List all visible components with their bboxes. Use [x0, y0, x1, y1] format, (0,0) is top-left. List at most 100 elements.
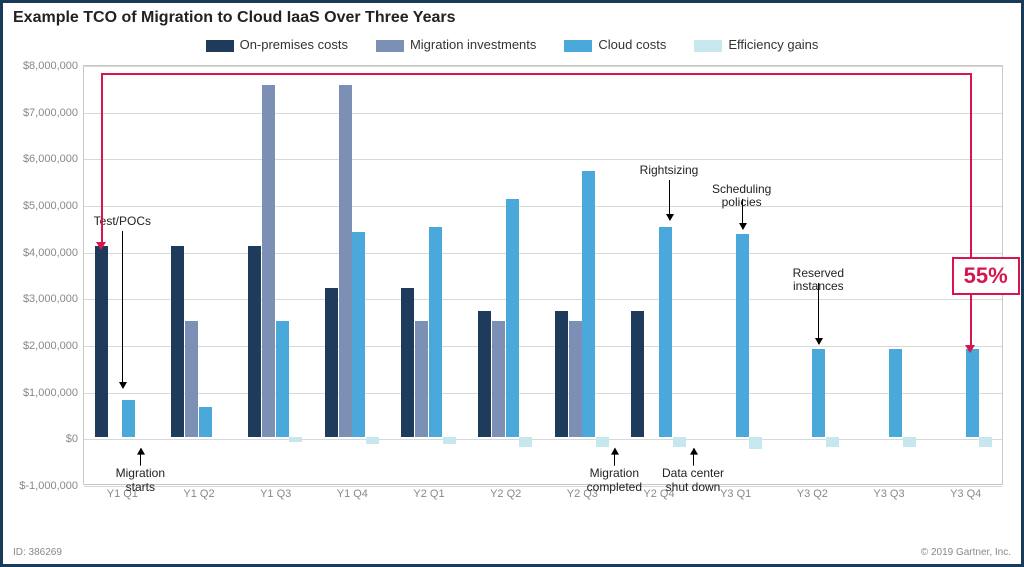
y-axis-label: $-1,000,000	[19, 480, 78, 492]
legend-label: Migration investments	[410, 37, 536, 52]
bar	[248, 246, 261, 437]
legend-swatch	[376, 40, 404, 52]
gridline	[84, 346, 1002, 347]
x-axis-label: Y3 Q1	[720, 488, 751, 500]
bar	[582, 171, 595, 437]
annotation-arrow	[693, 449, 694, 466]
bar	[492, 321, 505, 438]
legend-item: Efficiency gains	[694, 37, 818, 52]
gridline	[84, 113, 1002, 114]
bar	[736, 234, 749, 437]
legend: On-premises costs Migration investments Cl…	[3, 37, 1021, 52]
bar	[429, 227, 442, 437]
legend-swatch	[694, 40, 722, 52]
gridline	[84, 66, 1002, 67]
legend-swatch	[206, 40, 234, 52]
y-axis-label: $0	[66, 433, 78, 445]
bar	[339, 85, 352, 437]
bar	[826, 437, 839, 446]
callout-bracket	[970, 73, 972, 345]
x-axis-label: Y1 Q3	[260, 488, 291, 500]
x-axis-label: Y3 Q3	[873, 488, 904, 500]
bar	[966, 349, 979, 438]
bar	[366, 437, 379, 444]
x-axis-label: Y1 Q2	[183, 488, 214, 500]
gridline	[84, 159, 1002, 160]
bar	[199, 407, 212, 437]
callout-arrowhead	[96, 242, 106, 250]
footer-id: ID: 386269	[13, 547, 62, 558]
bar	[903, 437, 916, 446]
callout-arrowhead	[965, 345, 975, 353]
bar	[749, 437, 762, 449]
bar	[185, 321, 198, 438]
y-axis-label: $3,000,000	[23, 293, 78, 305]
bar	[95, 246, 108, 437]
gridline	[84, 486, 1002, 487]
annotation-arrow	[122, 231, 123, 388]
bar	[555, 311, 568, 437]
plot-area: $-1,000,000$0$1,000,000$2,000,000$3,000,…	[83, 65, 1003, 485]
annotation-label: Data centershut down	[662, 467, 724, 495]
gridline	[84, 299, 1002, 300]
y-axis-label: $4,000,000	[23, 247, 78, 259]
x-axis-label: Y2 Q1	[413, 488, 444, 500]
annotation-label: Migrationstarts	[116, 467, 165, 495]
bar	[569, 321, 582, 438]
bar	[352, 232, 365, 437]
bar	[519, 437, 532, 446]
legend-label: On-premises costs	[240, 37, 348, 52]
annotation-arrow	[614, 449, 615, 466]
chart-title: Example TCO of Migration to Cloud IaaS O…	[13, 9, 455, 27]
bar	[122, 400, 135, 437]
bar	[171, 246, 184, 437]
legend-label: Cloud costs	[598, 37, 666, 52]
annotation-arrow	[140, 449, 141, 466]
callout-value: 55%	[952, 257, 1020, 295]
bar	[596, 437, 609, 446]
callout-bracket	[101, 73, 969, 75]
bar	[659, 227, 672, 437]
bar	[979, 437, 992, 446]
bar	[325, 288, 338, 437]
gridline	[84, 439, 1002, 440]
callout-bracket	[101, 73, 103, 242]
legend-swatch	[564, 40, 592, 52]
legend-item: Cloud costs	[564, 37, 666, 52]
y-axis-label: $6,000,000	[23, 153, 78, 165]
bar	[478, 311, 491, 437]
annotation-label: Rightsizing	[640, 164, 699, 178]
gridline	[84, 393, 1002, 394]
x-axis-label: Y2 Q2	[490, 488, 521, 500]
x-axis-label: Y1 Q4	[337, 488, 368, 500]
y-axis-label: $5,000,000	[23, 200, 78, 212]
bar	[673, 437, 686, 446]
y-axis-label: $8,000,000	[23, 60, 78, 72]
bar	[889, 349, 902, 438]
annotation-label: Migrationcompleted	[587, 467, 642, 495]
chart-container: Example TCO of Migration to Cloud IaaS O…	[0, 0, 1024, 567]
x-axis-label: Y3 Q4	[950, 488, 981, 500]
y-axis-label: $1,000,000	[23, 387, 78, 399]
bar	[631, 311, 644, 437]
y-axis-label: $7,000,000	[23, 107, 78, 119]
x-axis-label: Y3 Q2	[797, 488, 828, 500]
bar	[401, 288, 414, 437]
legend-item: Migration investments	[376, 37, 536, 52]
annotation-arrow	[742, 199, 743, 230]
bar	[443, 437, 456, 444]
legend-item: On-premises costs	[206, 37, 348, 52]
annotation-arrow	[818, 283, 819, 344]
footer-copyright: © 2019 Gartner, Inc.	[921, 547, 1011, 558]
bar	[289, 437, 302, 442]
annotation-arrow	[669, 180, 670, 220]
y-axis-label: $2,000,000	[23, 340, 78, 352]
bar	[506, 199, 519, 437]
gridline	[84, 253, 1002, 254]
bar	[415, 321, 428, 438]
legend-label: Efficiency gains	[728, 37, 818, 52]
bar	[276, 321, 289, 438]
bar	[262, 85, 275, 437]
gridline	[84, 206, 1002, 207]
bar	[812, 349, 825, 438]
